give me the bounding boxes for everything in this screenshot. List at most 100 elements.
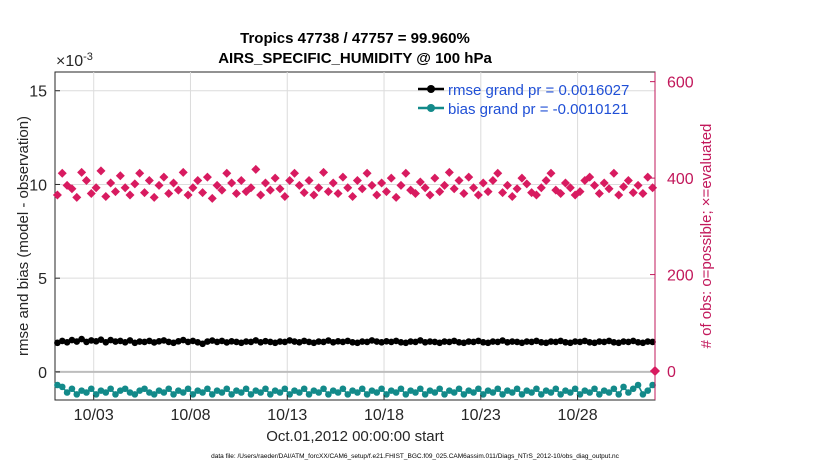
bias-point [402,391,410,398]
obs-count-point [343,183,353,193]
obs-count-point [531,190,541,200]
bias-point [610,385,618,393]
bias-point [591,385,598,393]
bias-point [189,391,197,398]
bias-point [494,385,502,393]
obs-count-point [115,171,125,181]
bias-point [392,389,400,396]
obs-count-point [633,180,643,190]
rmse-point [421,338,429,346]
bias-point [281,385,289,393]
obs-count-point [212,180,222,190]
obs-count-point [614,190,624,200]
obs-count-point [425,190,435,200]
rmse-point [112,338,119,345]
chart-title-line1: Tropics 47738 / 47757 = 99.960% [240,30,470,47]
bias-point [68,385,76,393]
bias-point [475,385,482,393]
bias-point [170,391,177,398]
right-axis-zero-marker [650,366,660,377]
obs-count-point [323,187,333,197]
bias-point [92,391,100,398]
rmse-point [334,338,342,345]
rmse-point [358,338,366,345]
rmse-point [291,338,298,345]
bias-point [634,381,642,389]
legend-rmse-marker [427,85,435,93]
y-left-axis-label: rmse and bias (model - observation) [15,116,32,356]
obs-count-point [502,180,512,190]
obs-count-point [401,168,411,178]
rmse-point [610,338,618,346]
rmse-point [78,335,85,343]
obs-count-point [164,189,174,199]
obs-count-point [198,188,208,198]
obs-count-point [435,187,445,197]
legend-rmse-label: rmse grand pr = 0.0016027 [448,82,629,99]
obs-count-point [386,173,396,183]
rmse-point [242,338,250,345]
rmse-point [479,338,487,346]
obs-count-point [628,188,638,198]
obs-count-point [619,182,629,192]
obs-count-point [328,178,338,188]
obs-count-point [377,178,387,188]
plot-area [54,71,656,401]
y-right-axis-ticks: 0 200 400 600 [650,75,694,381]
rmse-point [508,338,516,345]
bias-point [557,391,564,398]
obs-count-point [623,176,633,186]
rmse-point [644,338,652,345]
obs-count-point [590,180,600,190]
bias-point [305,391,313,398]
bias-point [533,385,540,393]
obs-count-point [604,184,614,194]
bias-point [199,389,206,396]
rmse-point [620,338,627,345]
obs-count-point [464,172,474,182]
bias-point [267,391,274,398]
y-left-axis-ticks: 0 5 10 15 [29,84,60,382]
obs-count-point [154,180,164,190]
obs-count-point [270,173,280,183]
y-right-tick-label: 200 [667,268,694,285]
bias-point [586,389,593,396]
bias-point [131,391,139,398]
bias-point [276,389,284,396]
bias-point [537,391,545,398]
obs-count-point [541,176,551,186]
obs-count-point [444,167,454,177]
obs-count-point [488,176,498,186]
rmse-point [349,338,356,346]
obs-count-point [227,178,237,188]
bias-series [54,381,656,398]
y-right-tick-label: 600 [667,75,694,92]
rmse-point [136,338,143,345]
bias-point [344,391,352,398]
obs-count-point [372,190,382,200]
bias-point [373,389,381,396]
rmse-point [407,338,414,345]
y-left-tick-label: 10 [29,177,47,194]
obs-count-point [193,176,203,186]
obs-count-point [309,190,319,200]
obs-count-point [217,185,227,195]
bias-point [242,385,250,393]
rmse-point [649,338,656,346]
bias-point [460,391,468,398]
rmse-point [523,338,531,345]
obs-count-point [381,187,391,197]
rmse-point [547,338,555,345]
y-left-tick-label: 5 [38,271,47,288]
bias-point [218,389,226,396]
bias-point [479,391,487,398]
obs-count-point [536,183,546,193]
bias-point [247,391,255,398]
obs-count-point [459,189,469,199]
rmse-point [455,338,463,346]
rmse-point [562,338,569,346]
bias-point [208,391,216,398]
bias-point [397,385,405,393]
bias-point [567,389,574,396]
obs-count-point [575,187,585,197]
